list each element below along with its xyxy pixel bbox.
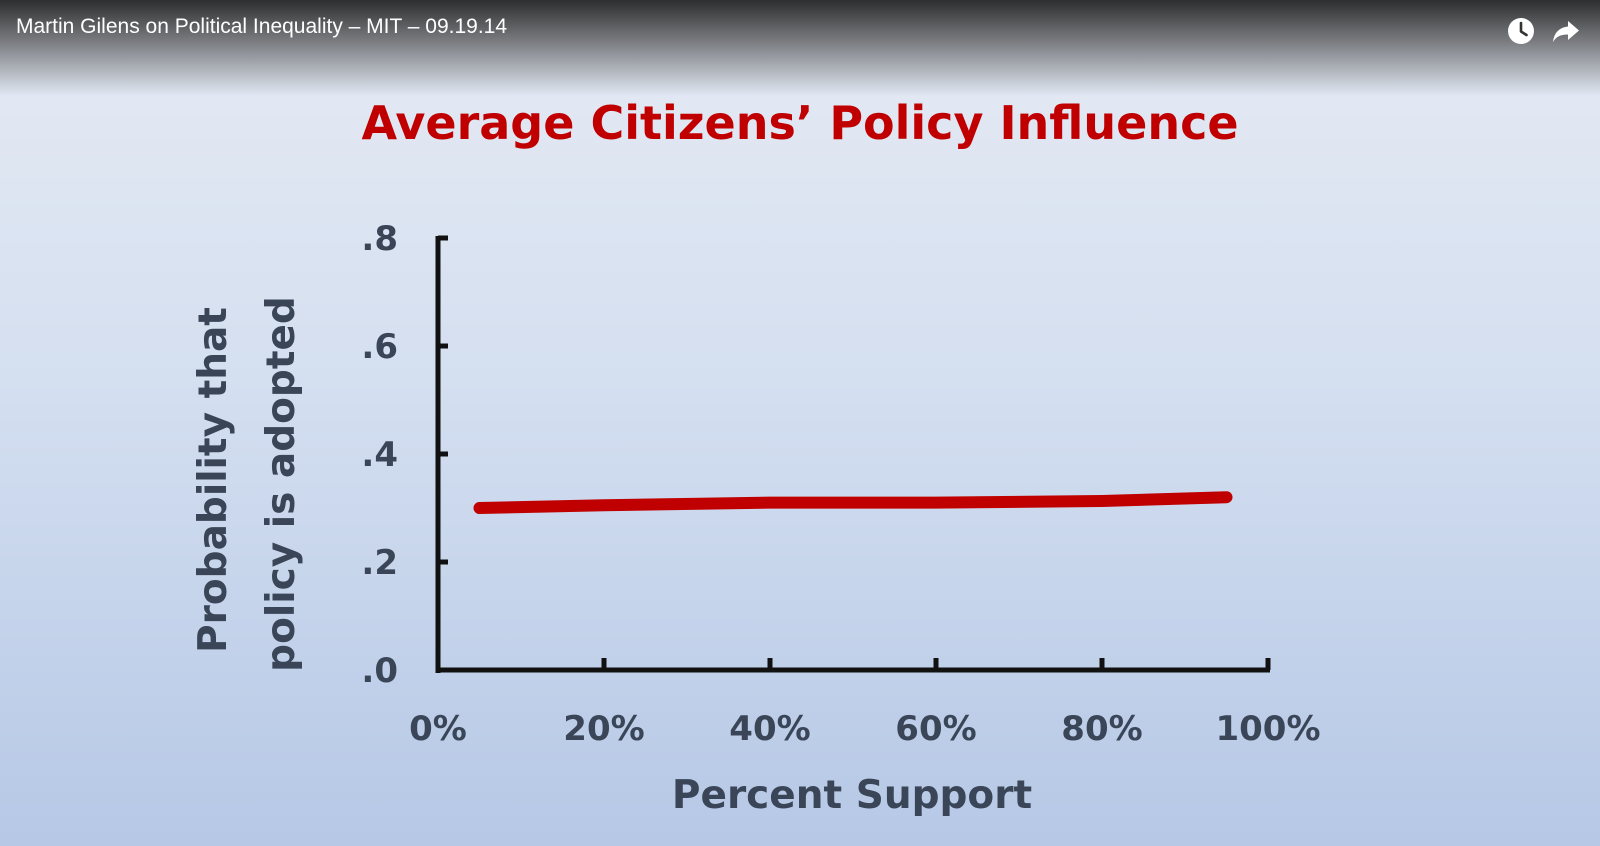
y-tick-label: .4	[361, 435, 398, 475]
ticks: .0 .2 .4 .6 .8 0% 20% 40% 60% 80% 100%	[361, 219, 1320, 749]
y-tick-label: .6	[361, 327, 398, 367]
y-tick-label: .8	[361, 219, 398, 259]
share-arrow-icon[interactable]	[1551, 16, 1581, 46]
video-top-bar	[0, 0, 1600, 96]
clock-icon[interactable]	[1506, 16, 1536, 46]
x-tick-label: 20%	[563, 709, 644, 749]
series-line	[473, 491, 1233, 514]
x-tick-label: 60%	[895, 709, 976, 749]
axes	[435, 236, 1270, 673]
y-axis-title-line-1: Probability that	[191, 307, 236, 653]
x-tick-label: 100%	[1215, 709, 1320, 749]
y-axis-title-line-2: policy is adopted	[259, 296, 304, 672]
x-tick-label: 80%	[1061, 709, 1142, 749]
series-layer	[473, 491, 1233, 514]
x-axis-title: Percent Support	[672, 773, 1032, 818]
chart-title: Average Citizens’ Policy Influence	[361, 96, 1239, 150]
y-tick-label: .2	[361, 543, 398, 583]
video-title[interactable]: Martin Gilens on Political Inequality – …	[16, 15, 508, 38]
x-tick-label: 0%	[409, 709, 467, 749]
x-tick-label: 40%	[729, 709, 810, 749]
y-tick-label: .0	[361, 651, 398, 691]
